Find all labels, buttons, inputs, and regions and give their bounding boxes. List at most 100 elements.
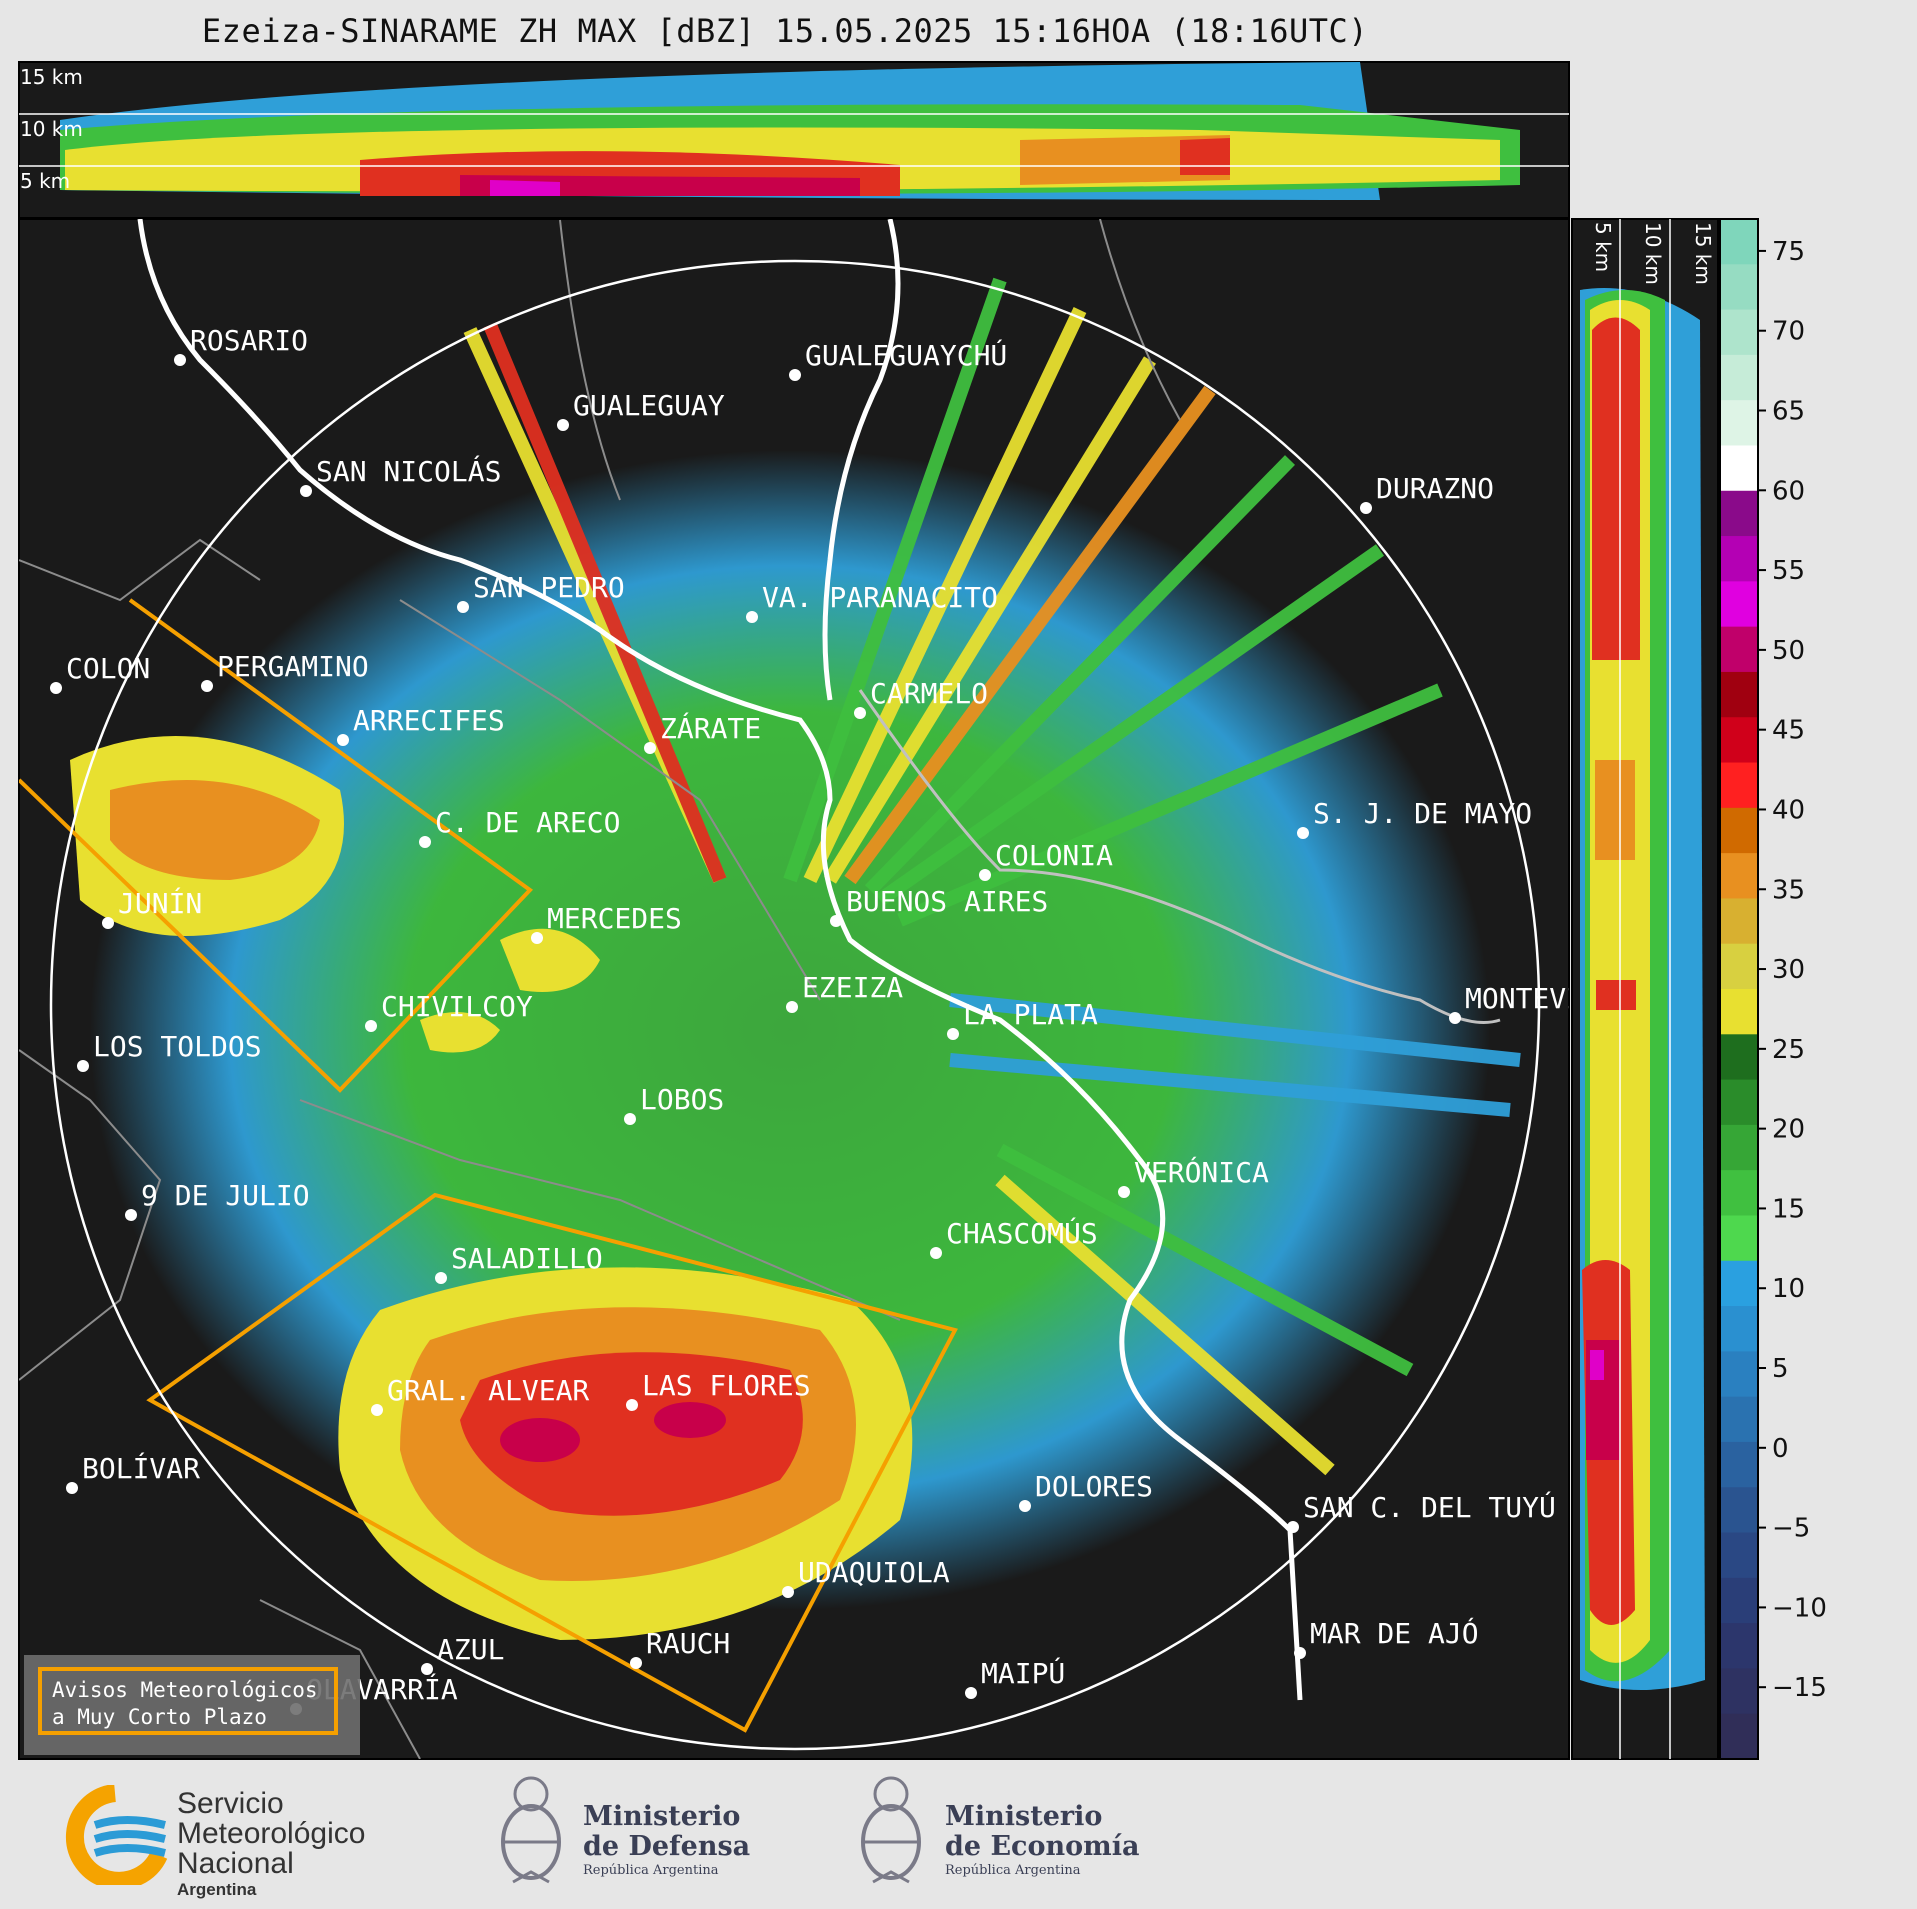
city-label: GUALEGUAYCHÚ <box>805 338 1007 372</box>
colorbar-tick-label: 50 <box>1772 636 1805 666</box>
city-label: CHIVILCOY <box>381 990 533 1023</box>
colorbar-tick-label: 20 <box>1772 1115 1805 1145</box>
legend-warning-key: Avisos Meteorológicos a Muy Corto Plazo <box>38 1667 338 1735</box>
colorbar-tick-label: −5 <box>1772 1514 1810 1544</box>
city-label: LA PLATA <box>963 998 1098 1031</box>
colorbar-segment <box>1720 1396 1758 1443</box>
city-marker <box>630 1657 642 1669</box>
city-marker <box>930 1247 942 1259</box>
city-marker <box>626 1399 638 1411</box>
colorbar-segment <box>1720 1306 1758 1353</box>
colorbar-tick-label: 40 <box>1772 795 1805 825</box>
economia-line-2: de Economía <box>945 1831 1140 1862</box>
city-marker <box>965 1687 977 1699</box>
economia-line-3: República Argentina <box>945 1863 1081 1878</box>
smn-line-4: Argentina <box>177 1880 257 1899</box>
radar-map: ROSARIO GUALEGUAYCHÚ GUALEGUAY SAN NICOLÁS D… <box>18 218 1570 1760</box>
city-marker <box>1360 502 1372 514</box>
smn-logo: Servicio Meteorológico Nacional Argentin… <box>55 1784 455 1899</box>
city-marker <box>979 869 991 881</box>
colorbar-tick-label: 60 <box>1772 476 1805 506</box>
city-label: BUENOS AIRES <box>846 885 1048 918</box>
colorbar-segment <box>1720 898 1758 945</box>
colorbar-tick-label: 55 <box>1772 556 1805 586</box>
colorbar-segment <box>1720 264 1758 311</box>
city-label: SAN NICOLÁS <box>316 454 501 488</box>
city-label: C. DE ARECO <box>435 806 620 839</box>
city-label: S. J. DE MAYO <box>1313 797 1532 830</box>
colorbar-tick-label: 30 <box>1772 955 1805 985</box>
right-label-15km: 15 km <box>1691 222 1715 285</box>
colorbar-tick-label: −15 <box>1772 1673 1827 1703</box>
colorbar-segment <box>1720 943 1758 990</box>
colorbar-segment <box>1720 762 1758 809</box>
city-marker <box>457 601 469 613</box>
colorbar-segment <box>1720 309 1758 356</box>
colorbar-segment <box>1720 1487 1758 1534</box>
city-label: MERCEDES <box>547 902 682 935</box>
colorbar-segment <box>1720 626 1758 673</box>
city-label: LOBOS <box>640 1083 724 1116</box>
city-marker <box>371 1404 383 1416</box>
city-label: AZUL <box>437 1633 504 1666</box>
colorbar-tick-label: 5 <box>1772 1354 1789 1384</box>
colorbar-tick-label: 25 <box>1772 1035 1805 1065</box>
colorbar-tick-label: 75 <box>1772 237 1805 267</box>
top-label-10km: 10 km <box>20 117 83 141</box>
colorbar-segment <box>1720 1170 1758 1217</box>
colorbar-tick-label: 0 <box>1772 1434 1789 1464</box>
city-marker <box>789 369 801 381</box>
colorbar-segment <box>1720 400 1758 447</box>
chart-title: Ezeiza-SINARAME ZH MAX [dBZ] 15.05.2025 … <box>201 12 1369 50</box>
colorbar-tick-label: 45 <box>1772 716 1805 746</box>
smn-line-2: Meteorológico <box>177 1817 366 1850</box>
colorbar-segment <box>1720 219 1758 266</box>
right-label-5km: 5 km <box>1591 222 1615 272</box>
city-marker <box>1287 1521 1299 1533</box>
city-label: GRAL. ALVEAR <box>387 1374 589 1407</box>
city-label: COLONIA <box>995 839 1113 872</box>
city-marker <box>66 1482 78 1494</box>
legend-line-2: a Muy Corto Plazo <box>52 1705 267 1729</box>
city-label: ZÁRATE <box>660 711 761 745</box>
city-marker <box>782 1586 794 1598</box>
city-label: MAR DE AJÓ <box>1310 1616 1479 1650</box>
colorbar-segment <box>1720 1713 1758 1760</box>
colorbar-segment <box>1720 853 1758 900</box>
colorbar-tick-label: 65 <box>1772 397 1805 427</box>
colorbar-segment <box>1720 536 1758 583</box>
city-label: VA. PARANACITO <box>762 581 998 614</box>
colorbar-segment <box>1720 581 1758 628</box>
city-marker <box>557 419 569 431</box>
city-marker <box>50 682 62 694</box>
top-label-5km: 5 km <box>20 169 70 193</box>
city-label: RAUCH <box>646 1627 730 1660</box>
top-cross-section: 15 km 10 km 5 km <box>18 61 1570 219</box>
colorbar-segment <box>1720 1623 1758 1670</box>
colorbar-segment <box>1720 671 1758 719</box>
colorbar-tick-label: −10 <box>1772 1593 1827 1623</box>
city-marker <box>1118 1186 1130 1198</box>
defensa-line-2: de Defensa <box>583 1831 751 1862</box>
city-label: GUALEGUAY <box>573 389 725 422</box>
legend-line-1: Avisos Meteorológicos <box>52 1678 318 1702</box>
city-marker <box>854 707 866 719</box>
economia-logo <box>855 1772 927 1896</box>
city-marker <box>365 1020 377 1032</box>
right-cross-section: 5 km 10 km 15 km <box>1571 218 1719 1760</box>
city-label: CARMELO <box>870 677 988 710</box>
colorbar-segment <box>1720 490 1758 538</box>
city-marker <box>435 1272 447 1284</box>
city-label: BOLÍVAR <box>82 1451 200 1485</box>
city-label: ARRECIFES <box>353 704 505 737</box>
city-label: ROSARIO <box>190 324 308 357</box>
city-label: DURAZNO <box>1376 472 1494 505</box>
colorbar-segment <box>1720 989 1758 1036</box>
city-label: SAN C. DEL TUYÚ <box>1303 1490 1556 1524</box>
colorbar-segment <box>1720 807 1758 855</box>
city-label: SAN PEDRO <box>473 571 625 604</box>
city-marker <box>174 354 186 366</box>
smn-line-1: Servicio <box>177 1787 284 1820</box>
city-label: COLON <box>66 652 150 685</box>
defensa-line-1: Ministerio <box>583 1801 741 1832</box>
